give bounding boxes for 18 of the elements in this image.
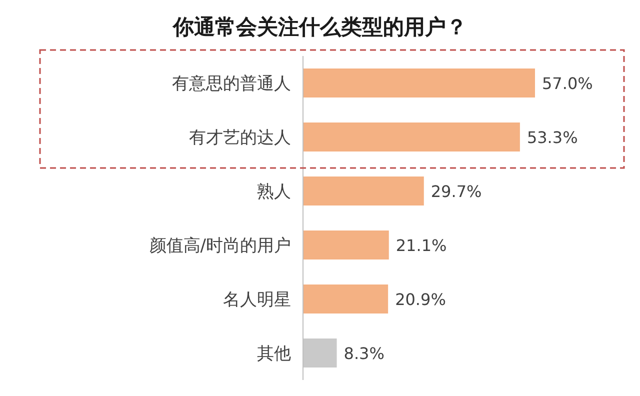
bar	[303, 68, 535, 98]
data-label: 53.3%	[526, 128, 578, 147]
data-label: 29.7%	[430, 182, 482, 201]
y-tick-label: 有意思的普通人	[172, 74, 291, 94]
bar	[303, 230, 389, 260]
data-label: 8.3%	[344, 344, 384, 363]
data-label: 57.0%	[542, 74, 593, 93]
y-tick-label: 名人明星	[223, 290, 291, 310]
y-tick-label: 有才艺的达人	[189, 128, 291, 148]
bar	[303, 284, 388, 314]
bar	[303, 122, 520, 152]
data-label: 20.9%	[395, 290, 446, 309]
y-tick-label: 其他	[257, 344, 291, 364]
chart-title: 你通常会关注什么类型的用户？	[172, 15, 467, 39]
y-tick-label: 熟人	[257, 182, 291, 202]
bar	[303, 176, 424, 206]
data-label: 21.1%	[396, 236, 447, 255]
y-tick-label: 颜值高/时尚的用户	[149, 236, 291, 256]
